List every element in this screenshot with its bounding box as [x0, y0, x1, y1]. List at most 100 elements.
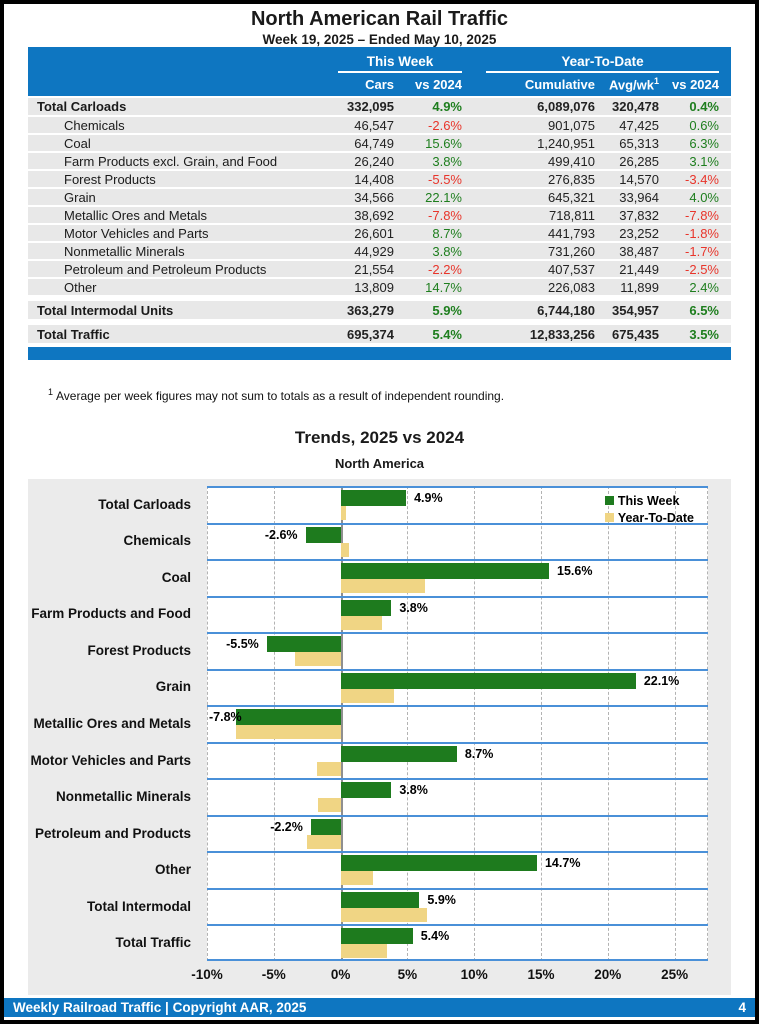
bar-year-to-date: [340, 615, 382, 630]
bar-value-label: 5.4%: [420, 929, 450, 944]
gridline: [207, 486, 208, 961]
cumulative-value: 407,537: [548, 261, 595, 277]
cumulative-value: 718,811: [548, 207, 595, 223]
bar-value-label: 14.7%: [544, 856, 581, 871]
bar-value-label: 15.6%: [557, 564, 593, 579]
legend-item-this-week: This Week: [604, 492, 694, 509]
chart-category-label: Nonmetallic Minerals: [55, 789, 191, 805]
band-separator: [207, 705, 708, 707]
vs2024-week-value: -2.2%: [428, 261, 462, 277]
footer-text: Weekly Railroad Traffic | Copyright AAR,…: [13, 1000, 307, 1015]
avgwk-value: 26,285: [619, 153, 659, 169]
chart-category-label: Chemicals: [123, 533, 191, 549]
band-separator: [207, 596, 708, 598]
x-axis-tick-label: 10%: [460, 967, 488, 982]
table-row: Chemicals 46,547 -2.6% 901,075 47,425 0.…: [28, 117, 731, 135]
table-row: Total Intermodal Units 363,279 5.9% 6,74…: [28, 297, 731, 321]
x-axis-tick-label: 20%: [594, 967, 622, 982]
band-separator: [207, 742, 708, 744]
cars-value: 21,554: [354, 261, 394, 277]
bar-this-week: [267, 636, 341, 653]
table-row: Forest Products 14,408 -5.5% 276,835 14,…: [28, 171, 731, 189]
avgwk-value: 11,899: [620, 279, 659, 295]
chart-category-label: Total Traffic: [115, 935, 191, 951]
table-footnote: 1 Average per week figures may not sum to…: [48, 387, 505, 403]
band-separator: [207, 959, 708, 961]
bar-year-to-date: [307, 834, 341, 849]
row-label: Farm Products excl. Grain, and Food: [64, 153, 278, 169]
bar-value-label: -2.2%: [270, 819, 303, 834]
cumulative-value: 731,260: [548, 243, 595, 259]
band-separator: [207, 559, 708, 561]
vs2024-ytd-value: 4.0%: [689, 189, 719, 205]
band-separator: [207, 778, 708, 780]
vs2024-ytd-value: 0.6%: [689, 117, 719, 133]
avgwk-value: 33,964: [619, 189, 659, 205]
bar-value-label: 5.9%: [427, 892, 456, 907]
table-body: Total Carloads 332,095 4.9% 6,089,076 32…: [28, 96, 731, 345]
bar-year-to-date: [340, 871, 373, 886]
bar-year-to-date: [236, 725, 341, 740]
chart-title: Trends, 2025 vs 2024: [294, 428, 465, 447]
gridline: [407, 486, 409, 961]
bar-value-label: 3.8%: [399, 600, 428, 615]
table-header: This Week Year-To-Date Cars vs 2024 Cumu…: [28, 47, 731, 96]
bar-this-week: [340, 563, 549, 580]
group-header-ytd: Year-To-Date: [474, 54, 731, 73]
row-label: Coal: [64, 135, 91, 151]
vs2024-ytd-value: 3.1%: [689, 153, 719, 169]
vs2024-ytd-value: -1.8%: [685, 225, 719, 241]
table-row: Nonmetallic Minerals 44,929 3.8% 731,260…: [28, 243, 731, 261]
row-label: Total Traffic: [37, 326, 110, 342]
vs2024-week-value: 8.7%: [432, 225, 462, 241]
vs2024-week-value: 4.9%: [432, 99, 462, 114]
bar-this-week: [305, 526, 341, 543]
vs2024-week-value: 15.6%: [425, 135, 462, 151]
bar-value-label: 8.7%: [464, 746, 494, 761]
cars-value: 34,566: [354, 189, 394, 205]
vs2024-week-value: 5.9%: [432, 302, 462, 318]
bar-this-week: [340, 745, 457, 762]
x-axis-tick-label: -10%: [191, 967, 223, 982]
row-label: Total Intermodal Units: [37, 302, 174, 318]
cumulative-value: 645,321: [548, 189, 595, 205]
cumulative-value: 441,793: [548, 225, 595, 241]
cars-value: 363,279: [347, 302, 394, 318]
vs2024-week-value: 5.4%: [432, 326, 462, 342]
table-row: Total Carloads 332,095 4.9% 6,089,076 32…: [28, 96, 731, 117]
column-header-cars: Cars: [365, 77, 394, 92]
avgwk-value: 675,435: [612, 326, 659, 342]
gridline: [541, 486, 542, 961]
vs2024-ytd-value: 6.5%: [689, 302, 719, 318]
cars-value: 26,240: [354, 153, 394, 169]
avgwk-value: 47,425: [619, 117, 659, 133]
column-header-avgwk: Avg/wk1: [608, 76, 659, 93]
band-separator: [207, 486, 708, 488]
vs2024-week-value: 3.8%: [432, 153, 462, 169]
legend-label-this-week: This Week: [617, 493, 680, 508]
footnote-marker: 1: [48, 387, 54, 397]
cars-value: 695,374: [347, 326, 394, 342]
vs2024-week-value: -7.8%: [428, 207, 462, 223]
bar-year-to-date: [295, 652, 341, 667]
page-subtitle: Week 19, 2025 – Ended May 10, 2025: [262, 32, 497, 47]
cumulative-value: 276,835: [548, 171, 595, 187]
bar-year-to-date: [317, 798, 341, 813]
bar-this-week: [340, 891, 420, 908]
row-label: Nonmetallic Minerals: [64, 243, 185, 259]
cars-value: 38,692: [354, 207, 394, 223]
bar-this-week: [236, 709, 341, 726]
gridline: [474, 486, 476, 961]
chart-x-axis: -10% -5% 0% 5% 10% 15% 20% 25%: [191, 967, 708, 989]
chart-category-label: Total Intermodal: [86, 898, 191, 914]
cars-value: 13,809: [354, 279, 394, 295]
gridline: [607, 486, 609, 961]
bar-this-week: [340, 928, 413, 945]
bar-year-to-date: [340, 944, 388, 959]
table-row: Other 13,809 14.7% 226,083 11,899 2.4%: [28, 279, 731, 297]
chart-plot-area: This Week Year-To-Date 4.9% -2.6% 15.6% 3.8…: [207, 486, 708, 961]
chart-category-label: Metallic Ores and Metals: [33, 715, 191, 731]
cars-value: 46,547: [354, 117, 394, 133]
avgwk-value: 65,313: [619, 135, 659, 151]
